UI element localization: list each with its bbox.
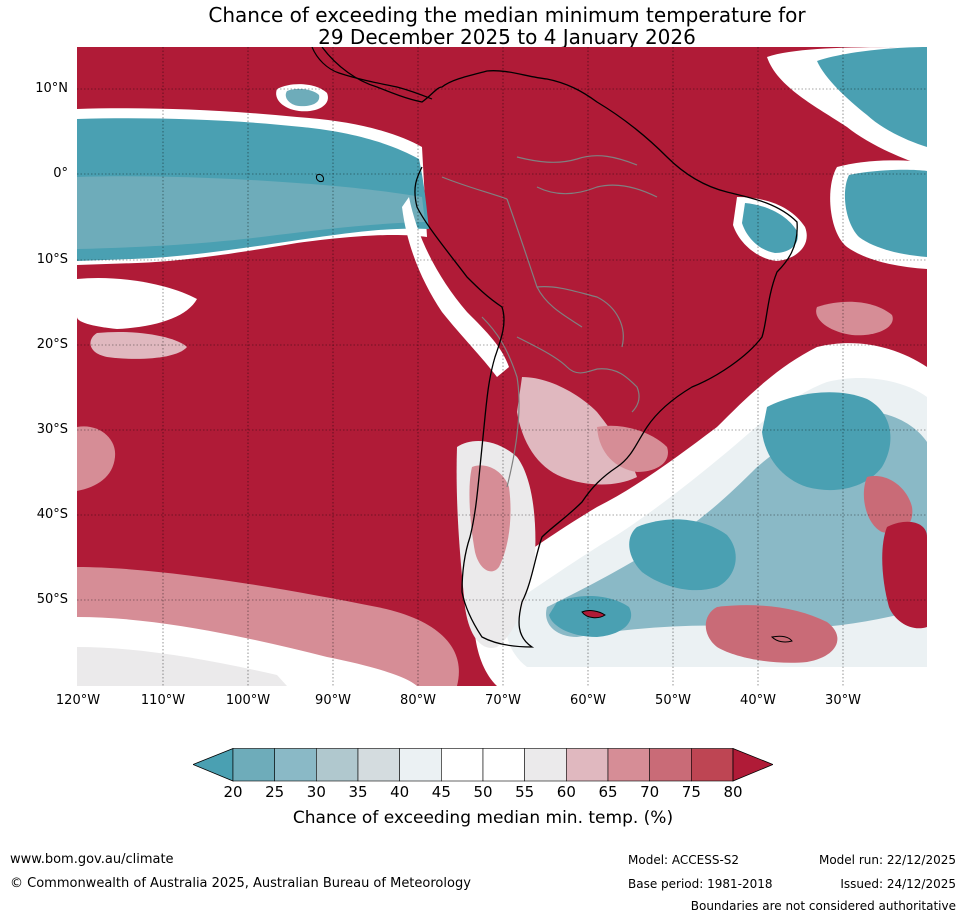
colorbar-tick-label: 75 (681, 783, 701, 801)
uruguay-pink (597, 425, 668, 472)
colorbar-swatch (607, 748, 650, 782)
colorbar (191, 747, 775, 782)
atlantic-south-core-1 (762, 392, 891, 491)
colorbar-swatch (482, 748, 525, 782)
forecast-map (77, 47, 927, 686)
falkland-islands (581, 610, 606, 619)
atlantic-south-core-2 (629, 519, 736, 591)
colorbar-swatch (441, 748, 484, 782)
colorbar-tick-label: 80 (723, 783, 743, 801)
colorbar-swatch (691, 748, 734, 782)
colorbar-swatch (399, 748, 442, 782)
colorbar-swatch (316, 748, 359, 782)
lat-label-30s: 30°S (36, 422, 68, 437)
central-america-coastline (311, 47, 433, 100)
colorbar-tick-label: 55 (515, 783, 535, 801)
footer-model: Model: ACCESS-S2 (628, 853, 740, 867)
lon-label-100w: 100°W (225, 693, 271, 708)
colorbar-extend-low (191, 747, 234, 782)
lat-label-20s: 20°S (36, 337, 68, 352)
colorbar-swatch (232, 748, 275, 782)
atlantic-warm-patch-1 (863, 476, 913, 534)
lat-label-40s: 40°S (36, 507, 68, 522)
colorbar-label: Chance of exceeding median min. temp. (%… (292, 808, 674, 828)
lat-label-0: 0° (53, 166, 68, 181)
lat-label-10n: 10°N (35, 81, 68, 96)
colorbar-tick-label: 45 (431, 783, 451, 801)
atlantic-warm-patch-2 (882, 521, 927, 629)
colorbar-tick-label: 50 (473, 783, 493, 801)
colorbar-swatch (357, 748, 400, 782)
argentina-pink (517, 377, 637, 485)
south-georgia (770, 635, 793, 643)
map-title: Chance of exceeding the median minimum t… (0, 4, 965, 48)
colorbar-swatch (566, 748, 609, 782)
colorbar-extend-high (732, 747, 775, 782)
lon-label-120w: 120°W (55, 693, 101, 708)
lon-label-70w: 70°W (485, 693, 521, 708)
country-borders (441, 155, 658, 488)
pacific-neutral-patch-6 (77, 647, 287, 686)
pacific-neutral-patch-1 (77, 277, 197, 329)
footer-copyright: © Commonwealth of Australia 2025, Austra… (10, 876, 471, 891)
lon-label-80w: 80°W (400, 693, 436, 708)
lon-label-60w: 60°W (570, 693, 606, 708)
footer-issued: Issued: 24/12/2025 (840, 877, 956, 891)
colorbar-tick-label: 35 (348, 783, 368, 801)
colorbar-swatch (649, 748, 692, 782)
south-america-coastline (321, 47, 798, 648)
lat-label-50s: 50°S (36, 592, 68, 607)
atlantic-cool-east (844, 169, 927, 257)
lat-label-10s: 10°S (36, 252, 68, 267)
atlantic-warm-patch-3 (705, 605, 838, 663)
colorbar-tick-label: 25 (265, 783, 285, 801)
colorbar-tick-label: 60 (556, 783, 576, 801)
cool-blob-north-core (285, 88, 320, 107)
colorbar-swatch (274, 748, 317, 782)
title-line-1: Chance of exceeding the median minimum t… (208, 3, 806, 27)
lon-label-30w: 30°W (825, 693, 861, 708)
pacific-cool-shade (77, 176, 425, 249)
patagonia-warm (469, 465, 511, 572)
lon-label-40w: 40°W (740, 693, 776, 708)
colorbar-tick-label: 65 (598, 783, 618, 801)
lon-label-90w: 90°W (315, 693, 351, 708)
atlantic-warm-patch-4 (816, 301, 893, 336)
colorbar-swatch (524, 748, 567, 782)
lon-label-50w: 50°W (655, 693, 691, 708)
colorbar-tick-label: 40 (390, 783, 410, 801)
chile-coast-neutral (402, 197, 509, 377)
colorbar-tick-label: 70 (640, 783, 660, 801)
ne-brazil-cool (742, 203, 798, 253)
graticule (77, 47, 927, 686)
footer-base-period: Base period: 1981-2018 (628, 877, 773, 891)
atlantic-cool-north (817, 47, 927, 147)
galapagos-islands (316, 174, 324, 182)
title-line-2: 29 December 2025 to 4 January 2026 (318, 25, 696, 49)
colorbar-tick-label: 30 (306, 783, 326, 801)
footer-website[interactable]: www.bom.gov.au/climate (10, 852, 174, 867)
footer-disclaimer: Boundaries are not considered authoritat… (690, 899, 956, 913)
footer-model-run: Model run: 22/12/2025 (818, 853, 956, 867)
pacific-neutral-patch-3 (77, 426, 116, 491)
colorbar-tick-label: 20 (223, 783, 243, 801)
lon-label-110w: 110°W (140, 693, 186, 708)
